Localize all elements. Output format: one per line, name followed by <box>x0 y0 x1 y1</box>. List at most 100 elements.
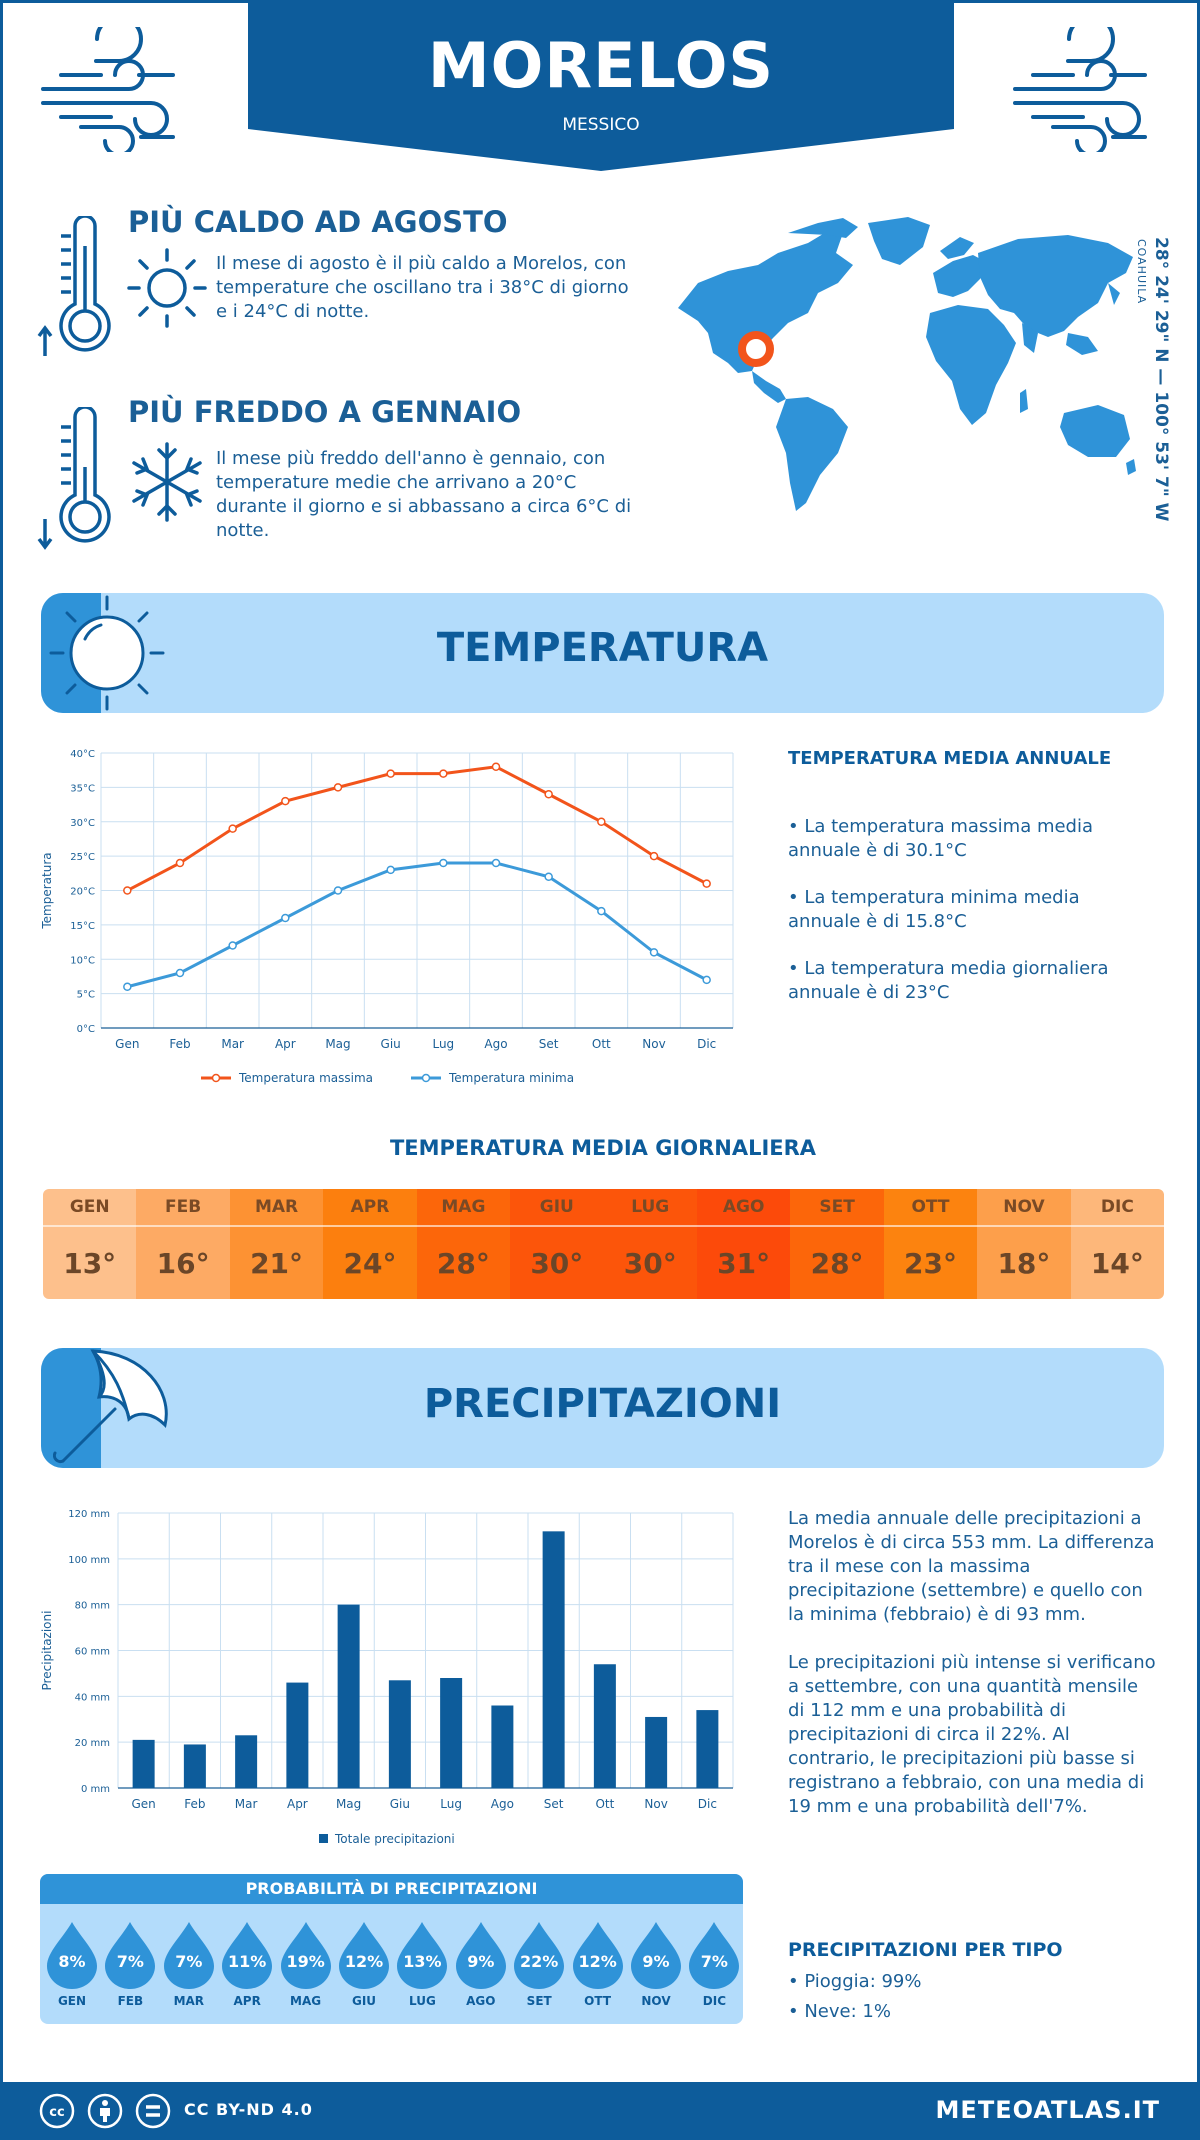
daily-temp-cell: DIC 14° <box>1070 1189 1164 1299</box>
region-name: COAHUILA <box>1135 239 1148 305</box>
precipitation-type-snow: • Neve: 1% <box>788 2001 891 2022</box>
bar <box>337 1604 360 1788</box>
precipitation-text-1: La media annuale delle precipitazioni a … <box>788 1508 1155 1625</box>
daily-temp-month: GIU <box>510 1189 604 1227</box>
x-tick-label: Mag <box>325 1037 350 1051</box>
country-name: MESSICO <box>562 115 640 135</box>
raindrop-icon <box>280 1922 331 1989</box>
precipitation-band <box>41 1348 1164 1468</box>
y-tick-label: 20°C <box>70 887 95 898</box>
x-tick-label: Lug <box>432 1037 454 1051</box>
legend-label: Totale precipitazioni <box>334 1832 455 1846</box>
data-point <box>649 948 659 957</box>
probability-value: 7% <box>175 1952 203 1971</box>
probability-month: MAG <box>290 1994 322 2008</box>
x-tick-label: Mag <box>336 1797 361 1811</box>
probability-value: 9% <box>467 1952 495 1971</box>
y-tick-label: 80 mm <box>75 1601 110 1612</box>
header-banner <box>248 3 954 171</box>
daily-temp-cell: FEB 16° <box>136 1189 230 1299</box>
probability-drop: 7% DIC <box>687 1920 741 2008</box>
daily-temp-value: 23° <box>904 1246 957 1280</box>
probability-value: 12% <box>578 1952 617 1971</box>
x-tick-label: Set <box>544 1797 564 1811</box>
data-point <box>597 817 606 826</box>
y-tick-label: 0 mm <box>81 1784 110 1795</box>
sun-icon <box>49 595 165 711</box>
daily-temperature-title: TEMPERATURA MEDIA GIORNALIERA <box>389 1136 817 1160</box>
coordinates-text: 28° 24' 29" N — 100° 53' 7" W <box>1151 237 1171 522</box>
temperature-summary-mean: • La temperatura media giornaliera annua… <box>788 958 1109 1003</box>
snowflake-icon <box>132 442 202 522</box>
bar <box>542 1531 565 1788</box>
y-tick-label: 60 mm <box>75 1647 110 1658</box>
probability-drop: 12% GIU <box>337 1920 391 2008</box>
daily-temp-month: APR <box>323 1189 417 1227</box>
x-tick-label: Dic <box>697 1037 716 1051</box>
by-icon[interactable] <box>86 2092 124 2130</box>
y-tick-label: 30°C <box>70 818 95 829</box>
wind-icon <box>41 27 175 152</box>
daily-temp-cell: OTT 23° <box>883 1189 978 1299</box>
probability-month: DIC <box>702 1994 726 2008</box>
raindrop-icon <box>631 1922 681 1989</box>
raindrop-icon <box>397 1922 448 1989</box>
probability-value: 12% <box>344 1952 384 1971</box>
daily-temp-value: 28° <box>436 1246 490 1280</box>
y-tick-label: 40 mm <box>75 1692 110 1703</box>
x-tick-label: Gen <box>115 1037 139 1051</box>
daily-temp-value: 14° <box>1090 1246 1144 1280</box>
hottest-text: Il mese di agosto è il più caldo a Morel… <box>216 253 629 322</box>
precipitation-probability-title: PROBABILITÀ DI PRECIPITAZIONI <box>40 1874 743 1904</box>
data-point <box>597 906 606 916</box>
daily-temp-cell: AGO 31° <box>696 1189 791 1299</box>
daily-temp-value: 21° <box>250 1246 304 1280</box>
probability-month: APR <box>233 1994 261 2008</box>
y-tick-label: 5°C <box>77 990 95 1001</box>
temperature-chart: 0°C 5°C 10°C 15°C 20°C 25°C 30°C 35°C 40°C Gen Feb… <box>40 749 734 1085</box>
raindrop-icon <box>455 1922 506 1989</box>
precipitation-band-accent <box>41 1348 101 1468</box>
nd-icon[interactable] <box>134 2092 172 2130</box>
bar <box>645 1716 668 1788</box>
umbrella-icon <box>53 1349 168 1464</box>
daily-temp-value: 13° <box>63 1246 117 1280</box>
data-point <box>123 886 132 895</box>
daily-temp-value: 28° <box>810 1246 864 1280</box>
x-tick-label: Set <box>539 1037 559 1051</box>
daily-temp-month: LUG <box>603 1189 697 1227</box>
license-text[interactable]: CC BY-ND 4.0 <box>184 2100 313 2119</box>
raindrop-icon <box>514 1922 565 1989</box>
bar <box>132 1739 155 1788</box>
legend-label: Temperatura minima <box>448 1071 574 1085</box>
legend-label: Temperatura massima <box>238 1071 373 1085</box>
data-point <box>175 858 185 868</box>
probability-drop: 9% AGO <box>454 1920 508 2008</box>
data-point <box>123 982 132 991</box>
daily-temp-month: GEN <box>43 1189 137 1227</box>
raindrop-icon <box>572 1922 623 1989</box>
precipitation-title: PRECIPITAZIONI <box>423 1381 782 1427</box>
probability-value: 8% <box>58 1952 86 1971</box>
probability-month: FEB <box>117 1994 144 2008</box>
x-tick-label: Gen <box>131 1797 155 1811</box>
y-tick-label: 40°C <box>70 749 95 760</box>
y-tick-label: 25°C <box>70 852 95 863</box>
x-tick-label: Nov <box>642 1037 665 1051</box>
x-tick-label: Dic <box>698 1797 717 1811</box>
raindrop-icon <box>689 1922 740 1989</box>
x-tick-label: Apr <box>287 1797 308 1811</box>
cc-icon[interactable]: cc <box>38 2092 76 2130</box>
y-tick-label: 100 mm <box>68 1555 110 1566</box>
y-tick-label: 10°C <box>70 955 95 966</box>
bar <box>491 1705 514 1788</box>
daily-temp-cell: GEN 13° <box>43 1189 137 1299</box>
city-title: MORELOS <box>427 29 775 102</box>
brand-link[interactable]: METEOATLAS.IT <box>935 2096 1160 2124</box>
daily-temp-cell: GIU 30° <box>510 1189 604 1299</box>
series-line <box>126 861 708 989</box>
y-axis-label: Precipitazioni <box>40 1611 54 1691</box>
daily-temp-cell: LUG 30° <box>603 1189 697 1299</box>
data-point <box>281 796 290 806</box>
